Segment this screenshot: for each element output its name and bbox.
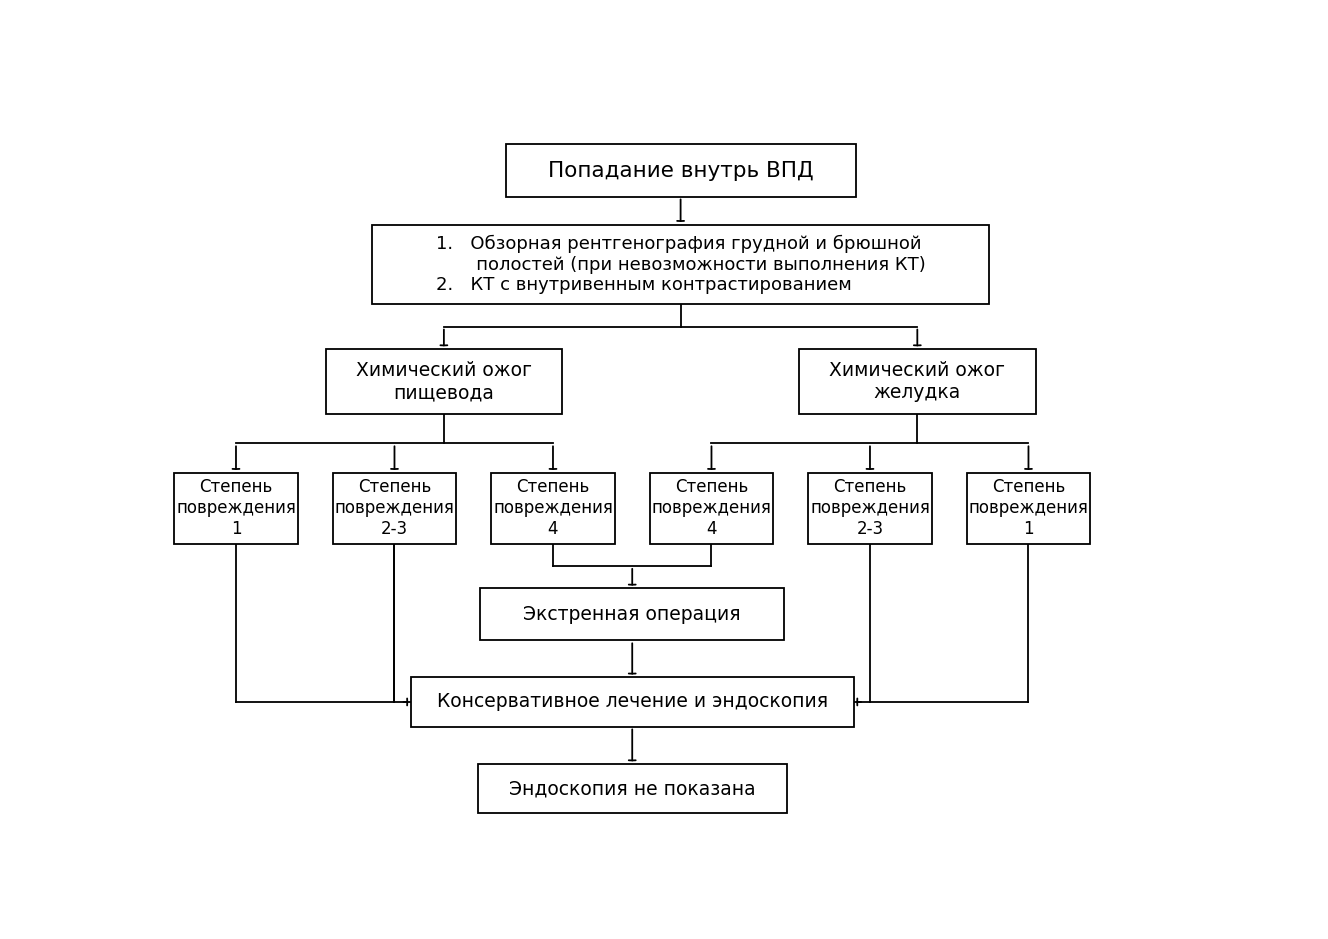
Text: Степень
повреждения
2-3: Степень повреждения 2-3 [335, 478, 454, 538]
FancyBboxPatch shape [809, 472, 932, 544]
Text: Степень
повреждения
4: Степень повреждения 4 [652, 478, 772, 538]
Text: Степень
повреждения
1: Степень повреждения 1 [177, 478, 296, 538]
FancyBboxPatch shape [333, 472, 457, 544]
FancyBboxPatch shape [967, 472, 1090, 544]
Text: Экстренная операция: Экстренная операция [523, 605, 741, 623]
FancyBboxPatch shape [372, 224, 989, 304]
FancyBboxPatch shape [491, 472, 615, 544]
FancyBboxPatch shape [799, 349, 1036, 414]
FancyBboxPatch shape [506, 145, 855, 196]
Text: 1.   Обзорная рентгенография грудной и брюшной
       полостей (при невозможност: 1. Обзорная рентгенография грудной и брю… [436, 235, 926, 295]
Text: Эндоскопия не показана: Эндоскопия не показана [509, 779, 756, 798]
FancyBboxPatch shape [410, 677, 854, 727]
Text: Химический ожог
пищевода: Химический ожог пищевода [356, 362, 533, 402]
FancyBboxPatch shape [478, 764, 786, 813]
FancyBboxPatch shape [325, 349, 562, 414]
Text: Химический ожог
желудка: Химический ожог желудка [829, 362, 1005, 402]
Text: Консервативное лечение и эндоскопия: Консервативное лечение и эндоскопия [437, 692, 827, 712]
FancyBboxPatch shape [481, 589, 784, 640]
FancyBboxPatch shape [649, 472, 773, 544]
Text: Степень
повреждения
2-3: Степень повреждения 2-3 [810, 478, 930, 538]
Text: Степень
повреждения
4: Степень повреждения 4 [493, 478, 614, 538]
Text: Попадание внутрь ВПД: Попадание внутрь ВПД [547, 161, 814, 180]
FancyBboxPatch shape [174, 472, 297, 544]
Text: Степень
повреждения
1: Степень повреждения 1 [968, 478, 1089, 538]
